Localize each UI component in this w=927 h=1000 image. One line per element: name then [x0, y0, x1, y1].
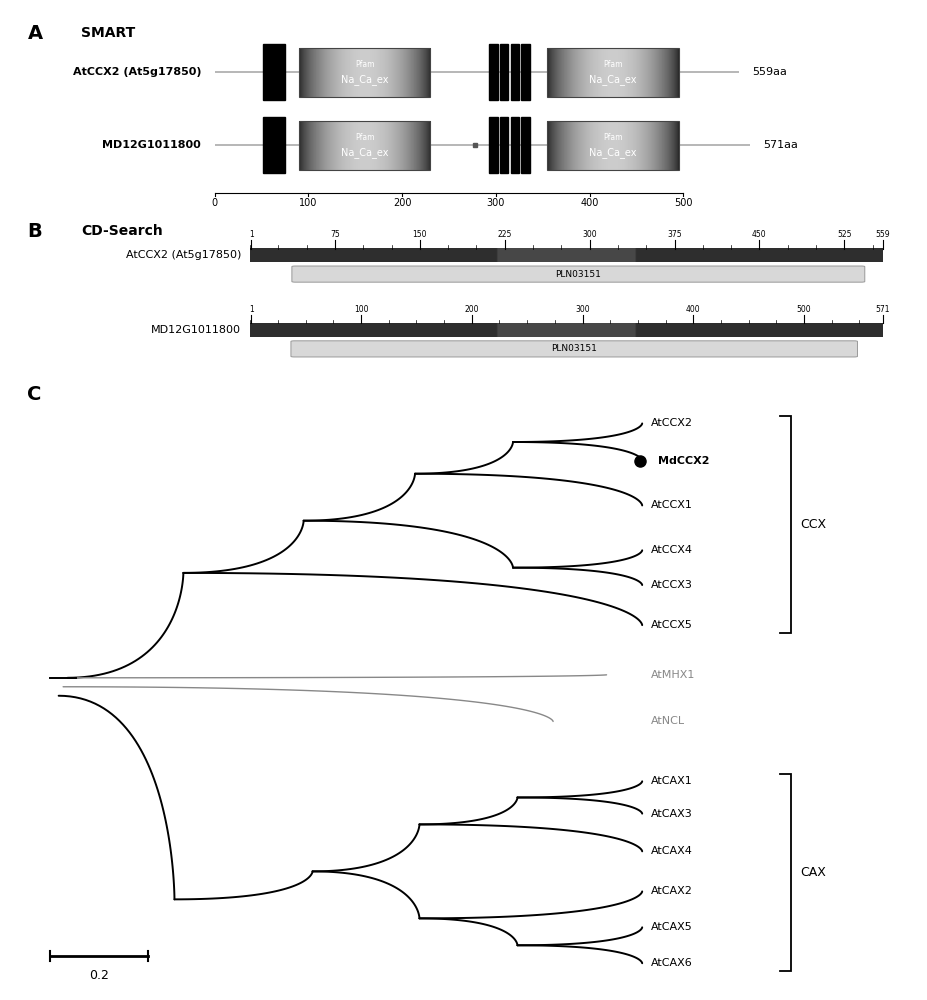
Text: Pfam: Pfam — [603, 60, 622, 69]
Bar — [547, 48, 678, 97]
Bar — [298, 48, 430, 97]
Text: 200: 200 — [392, 198, 411, 208]
Text: AtCCX3: AtCCX3 — [651, 580, 692, 590]
Text: 1: 1 — [248, 230, 253, 239]
FancyBboxPatch shape — [292, 266, 864, 282]
Text: CAX: CAX — [799, 866, 825, 879]
Text: AtCAX5: AtCAX5 — [651, 922, 692, 932]
Text: AtCAX3: AtCAX3 — [651, 809, 692, 819]
Text: MD12G1011800: MD12G1011800 — [151, 325, 241, 335]
Text: AtCAX1: AtCAX1 — [651, 776, 692, 786]
Text: 300: 300 — [486, 198, 504, 208]
Text: AtNCL: AtNCL — [651, 716, 684, 726]
Text: 375: 375 — [667, 230, 681, 239]
FancyBboxPatch shape — [291, 341, 857, 357]
Bar — [263, 44, 285, 100]
Text: SMART: SMART — [81, 26, 135, 40]
Text: Na_Ca_ex: Na_Ca_ex — [340, 147, 387, 158]
Bar — [263, 117, 285, 173]
Bar — [489, 117, 497, 173]
Text: 225: 225 — [497, 230, 512, 239]
Bar — [499, 44, 507, 100]
Bar — [499, 117, 507, 173]
Bar — [298, 121, 430, 170]
Bar — [521, 44, 529, 100]
Text: A: A — [28, 24, 43, 43]
Text: 1: 1 — [248, 305, 253, 314]
Text: 200: 200 — [464, 305, 478, 314]
Bar — [521, 117, 529, 173]
Text: MdCCX2: MdCCX2 — [657, 456, 709, 466]
Text: 559: 559 — [874, 230, 889, 239]
Text: 75: 75 — [330, 230, 339, 239]
Text: 400: 400 — [580, 198, 598, 208]
Text: PLN03151: PLN03151 — [554, 270, 601, 279]
Text: 300: 300 — [582, 230, 596, 239]
Bar — [511, 44, 519, 100]
Text: Na_Ca_ex: Na_Ca_ex — [340, 74, 387, 85]
Text: 0: 0 — [211, 198, 218, 208]
Bar — [489, 44, 497, 100]
Text: AtCCX2 (At5g17850): AtCCX2 (At5g17850) — [126, 250, 241, 260]
Text: AtCCX2 (At5g17850): AtCCX2 (At5g17850) — [72, 67, 201, 77]
Text: 300: 300 — [575, 305, 590, 314]
Text: 400: 400 — [685, 305, 700, 314]
Text: AtCCX4: AtCCX4 — [651, 545, 692, 555]
Text: C: C — [28, 385, 42, 404]
Text: AtMHX1: AtMHX1 — [651, 670, 694, 680]
Text: AtCAX6: AtCAX6 — [651, 958, 692, 968]
Text: 500: 500 — [796, 305, 810, 314]
Text: 450: 450 — [751, 230, 766, 239]
Text: Pfam: Pfam — [603, 133, 622, 142]
Text: 0.2: 0.2 — [89, 969, 108, 982]
Text: CD-Search: CD-Search — [81, 224, 162, 238]
Text: 525: 525 — [836, 230, 851, 239]
Text: 100: 100 — [298, 198, 317, 208]
Text: Pfam: Pfam — [354, 60, 374, 69]
Text: B: B — [28, 222, 42, 241]
Bar — [511, 117, 519, 173]
Text: 559aa: 559aa — [751, 67, 786, 77]
Text: Na_Ca_ex: Na_Ca_ex — [589, 74, 636, 85]
Text: AtCCX1: AtCCX1 — [651, 500, 692, 510]
Text: 571: 571 — [874, 305, 889, 314]
Bar — [547, 121, 678, 170]
Text: MD12G1011800: MD12G1011800 — [102, 140, 201, 150]
Text: 571aa: 571aa — [763, 140, 797, 150]
Text: CCX: CCX — [799, 518, 825, 531]
Text: PLN03151: PLN03151 — [551, 344, 596, 353]
Text: 500: 500 — [673, 198, 692, 208]
Text: Na_Ca_ex: Na_Ca_ex — [589, 147, 636, 158]
Text: 150: 150 — [413, 230, 426, 239]
Text: AtCAX2: AtCAX2 — [651, 886, 692, 896]
Text: Pfam: Pfam — [354, 133, 374, 142]
Text: AtCAX4: AtCAX4 — [651, 846, 692, 856]
Text: 100: 100 — [353, 305, 368, 314]
Text: AtCCX2: AtCCX2 — [651, 418, 692, 428]
Text: AtCCX5: AtCCX5 — [651, 620, 692, 630]
